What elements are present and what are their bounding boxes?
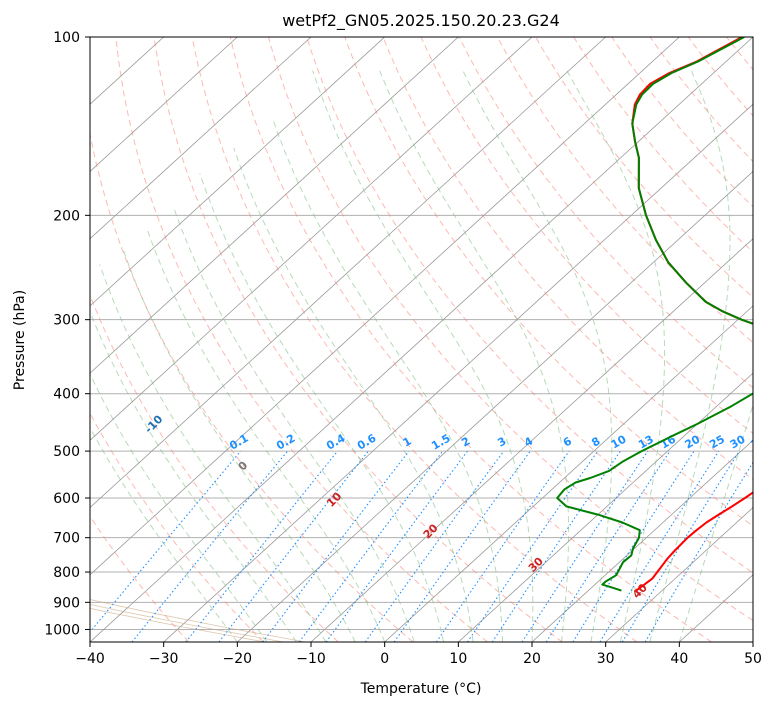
mixing-ratio-line (621, 450, 740, 642)
x-tick-label: 20 (523, 651, 541, 667)
isotherm-line (90, 37, 459, 374)
isotherm-line (90, 37, 753, 642)
moist-adiabat-line (199, 173, 445, 642)
y-tick-label: 900 (53, 595, 80, 611)
isotherm-line (384, 305, 753, 642)
x-tick-label: 50 (744, 651, 762, 667)
moist-adiabat-line (173, 207, 415, 642)
axis-ticks: −40 −30 −20 −10 0 10 20 30 40 50 1000 900 800 700 600 5… (44, 30, 762, 667)
dry-adiabat-line (153, 37, 563, 642)
dry-adiabat-line (229, 37, 712, 642)
dry-adiabat-line (115, 37, 488, 642)
dry-adiabat-line (268, 37, 753, 622)
isotherm-line (237, 170, 753, 642)
dry-adiabat-line (306, 37, 753, 574)
mixing-ratio-line (218, 450, 369, 642)
isotherm-line (90, 37, 238, 172)
y-tick-label: 700 (53, 531, 80, 547)
dry-adiabat-line (573, 37, 753, 253)
isotherm-line (90, 37, 606, 509)
moist-adiabat-line (379, 70, 570, 642)
mixing-ratio-line (545, 450, 671, 642)
moist-adiabat-line (121, 246, 356, 642)
moist-adiabat-line (99, 264, 327, 642)
isotherm-line (90, 37, 680, 576)
dry-adiabat-line (191, 37, 638, 642)
y-tick-label: 500 (53, 444, 80, 460)
mixing-ratio-line (262, 450, 410, 642)
dry-adiabat-line (90, 131, 414, 642)
moist-adiabat-line (312, 70, 534, 642)
x-tick-label: 40 (670, 651, 688, 667)
dewpoint-profile-line (556, 37, 753, 592)
moist-adiabat-line (678, 403, 753, 642)
y-tick-label: 400 (53, 387, 80, 403)
x-tick-label: 0 (380, 651, 389, 667)
dry-adiabat-line (496, 37, 753, 344)
moist-adiabat-line (146, 227, 386, 642)
dry-adiabat-line (420, 37, 753, 434)
mixing-ratio-line (185, 450, 339, 642)
moist-adiabat-line (649, 70, 731, 642)
isotherm-line (90, 37, 533, 441)
dry-adiabat-line (382, 37, 753, 481)
y-tick-label: 200 (53, 208, 80, 224)
mixing-ratio-line (393, 450, 531, 642)
y-tick-label: 300 (53, 313, 80, 329)
moist-adiabat-line (566, 70, 666, 642)
mixing-ratio-line (572, 450, 695, 642)
x-tick-label: 30 (597, 651, 615, 667)
moist-adiabat-line (90, 426, 238, 642)
mixing-ratio-line (599, 450, 720, 642)
dry-adiabat-line (90, 412, 264, 642)
moist-adiabat-line (90, 372, 268, 642)
y-tick-label: 800 (53, 565, 80, 581)
mixing-ratio-line (131, 450, 289, 642)
isotherm-line (90, 37, 385, 307)
isotherm-line (90, 37, 312, 240)
chart-title: wetPf2_GN05.2025.150.20.23.G24 (282, 11, 560, 31)
x-tick-label: −40 (75, 651, 105, 667)
x-tick-label: −30 (149, 651, 179, 667)
y-axis-label: Pressure (hPa) (12, 290, 28, 390)
dry-adiabat-line (344, 37, 753, 527)
plot-frame (89, 36, 754, 643)
mixing-ratio-line (90, 450, 242, 633)
mixing-ratio-line (364, 450, 505, 642)
moist-adiabat-line (272, 119, 503, 642)
x-tick-label: 10 (449, 651, 467, 667)
dry-adiabat-line (458, 37, 753, 389)
x-tick-label: −20 (223, 651, 253, 667)
y-tick-label: 100 (53, 30, 80, 46)
isotherm-line (605, 507, 753, 642)
isotherm-line (310, 238, 753, 642)
dry-adiabat-line (90, 293, 339, 642)
mixing-ratio-line (644, 461, 753, 642)
x-axis-label: Temperature (°C) (360, 681, 482, 697)
dry-adiabat-line (649, 37, 753, 163)
mixing-ratio-label: 36 (748, 432, 768, 451)
moist-adiabat-line (90, 310, 297, 642)
x-tick-label: −10 (296, 651, 326, 667)
y-tick-label: 600 (53, 491, 80, 507)
profile-layer (556, 37, 753, 592)
y-tick-label: 1000 (44, 622, 80, 638)
